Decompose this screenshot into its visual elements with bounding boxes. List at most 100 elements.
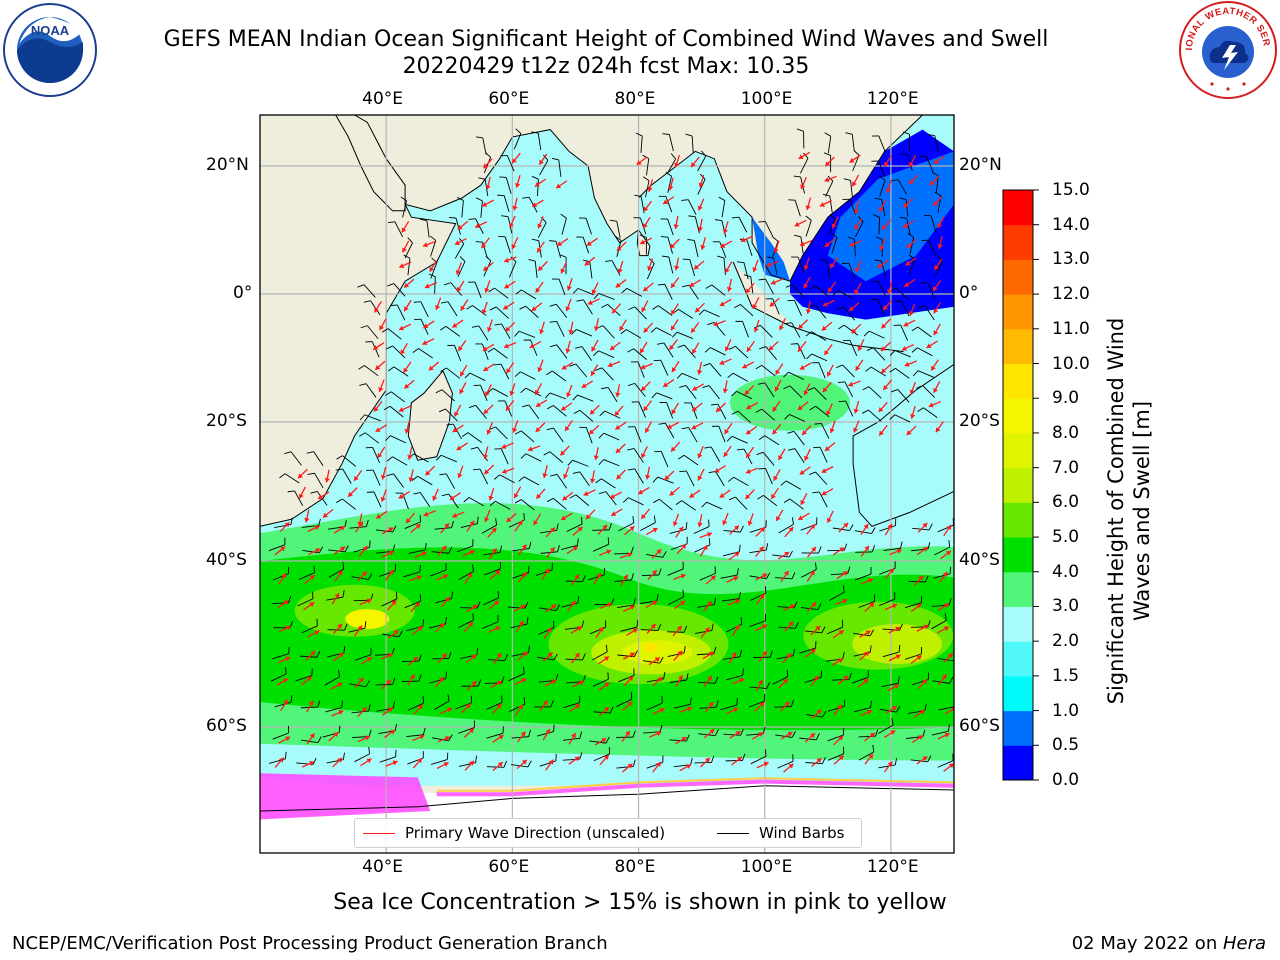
wave-arrow — [692, 383, 704, 391]
wave-arrow-head — [606, 549, 612, 555]
wind-barb — [758, 220, 774, 237]
wave-arrow-head — [532, 202, 538, 207]
wind-barb-staff — [900, 324, 909, 341]
wind-barb-flag — [463, 497, 470, 503]
wind-barb-flag — [317, 700, 321, 708]
wind-barb-staff — [831, 237, 838, 254]
wind-barb-flag — [658, 422, 666, 425]
wave-arrow-head — [903, 202, 909, 208]
wind-barb-staff — [302, 550, 320, 554]
wind-barb — [388, 366, 409, 377]
wind-barb-staff — [909, 237, 915, 254]
wave-arrow-head — [851, 328, 857, 334]
wind-barb-staff — [620, 626, 638, 632]
wind-barb-flag — [765, 543, 769, 551]
wave-arrow-head — [824, 177, 830, 183]
wind-barb — [658, 422, 675, 439]
wind-barb — [413, 301, 429, 318]
wave-arrow-head — [452, 427, 458, 433]
wind-barb-flag — [738, 544, 741, 552]
wave-arrow — [662, 379, 675, 388]
wind-barb-staff — [445, 473, 455, 489]
wave-arrow — [860, 523, 869, 536]
wave-arrow-head — [432, 495, 438, 501]
wind-barb-staff — [737, 410, 751, 423]
wave-arrow-head — [531, 306, 537, 311]
colorbar-tick-label: 11.0 — [1052, 318, 1090, 339]
wave-arrow — [328, 731, 339, 742]
wind-barb-staff — [667, 218, 674, 236]
wind-barb-flag — [553, 653, 558, 661]
wave-arrow-head — [918, 575, 924, 581]
wind-barb-staff — [789, 498, 804, 510]
wave-arrow — [726, 278, 733, 292]
wave-arrow-head — [681, 544, 687, 550]
wave-arrow — [374, 360, 386, 371]
wind-barb — [893, 324, 909, 341]
wind-barb — [549, 321, 565, 337]
wave-arrow — [501, 467, 515, 474]
wave-arrow-head — [615, 282, 621, 288]
wave-arrow — [824, 175, 837, 183]
wind-barb — [651, 392, 673, 400]
wave-arrow-head — [404, 306, 409, 312]
wind-barb-flag — [531, 131, 539, 134]
wind-barb — [755, 408, 776, 421]
wave-arrow — [598, 549, 612, 556]
wind-barb-flag — [736, 568, 739, 576]
wave-arrow-head — [771, 493, 776, 499]
wind-barb-staff — [549, 392, 567, 400]
wind-barb-flag — [608, 523, 612, 531]
wind-barb — [642, 656, 664, 664]
wind-barb — [386, 473, 404, 488]
wave-arrow — [515, 175, 521, 188]
wave-arrow-head — [947, 653, 953, 659]
wind-barb-staff — [429, 569, 447, 577]
wind-barb-staff — [354, 654, 372, 661]
wind-barb-staff — [799, 647, 816, 654]
wind-barb — [359, 414, 381, 422]
lat-tick-label: 20°N — [959, 155, 1002, 175]
wind-barb-flag — [573, 409, 581, 415]
wave-arrow-head — [722, 228, 728, 234]
wind-barb-staff — [934, 135, 939, 153]
wind-barb-staff — [799, 157, 809, 174]
map-legend: Primary Wave Direction (unscaled) Wind B… — [354, 818, 862, 848]
wave-arrow — [454, 237, 467, 246]
wave-arrow — [643, 200, 653, 212]
wave-arrow-head — [863, 523, 869, 529]
wind-barb-staff — [774, 706, 792, 708]
wave-arrow-head — [388, 527, 394, 533]
wave-arrow-head — [388, 570, 394, 576]
wind-barb-flag — [663, 672, 666, 680]
wind-barb-flag — [897, 676, 900, 684]
wind-barb-staff — [761, 408, 776, 421]
colorbar-tick-label: 0.0 — [1052, 770, 1080, 790]
wind-barb — [572, 287, 594, 296]
wave-arrow — [804, 448, 811, 461]
wind-barb-staff — [693, 240, 699, 258]
wave-arrow-head — [659, 707, 665, 713]
wind-barb — [457, 256, 466, 278]
wave-arrow-head — [374, 307, 380, 313]
legend-item-wind-barbs: Wind Barbs — [717, 824, 844, 842]
wave-arrow — [879, 238, 886, 251]
wind-barb — [560, 538, 579, 551]
wind-barb-flag — [820, 259, 828, 262]
wave-arrow — [492, 703, 502, 714]
wind-barb-staff — [656, 392, 673, 400]
wave-arrow-head — [707, 675, 712, 681]
wave-arrow-head — [458, 345, 463, 351]
wave-arrow-head — [826, 410, 831, 416]
wind-barb — [498, 235, 511, 254]
wind-barb-flag — [658, 568, 662, 576]
wind-barb — [687, 238, 699, 258]
wave-arrow — [746, 340, 756, 353]
wind-barb-staff — [603, 432, 620, 441]
wind-barb — [806, 353, 828, 362]
wind-barb — [702, 385, 720, 400]
wind-barb — [822, 193, 833, 213]
wave-arrow-head — [542, 473, 548, 478]
wave-arrow-head — [918, 735, 924, 741]
wind-barb-flag — [605, 736, 610, 744]
